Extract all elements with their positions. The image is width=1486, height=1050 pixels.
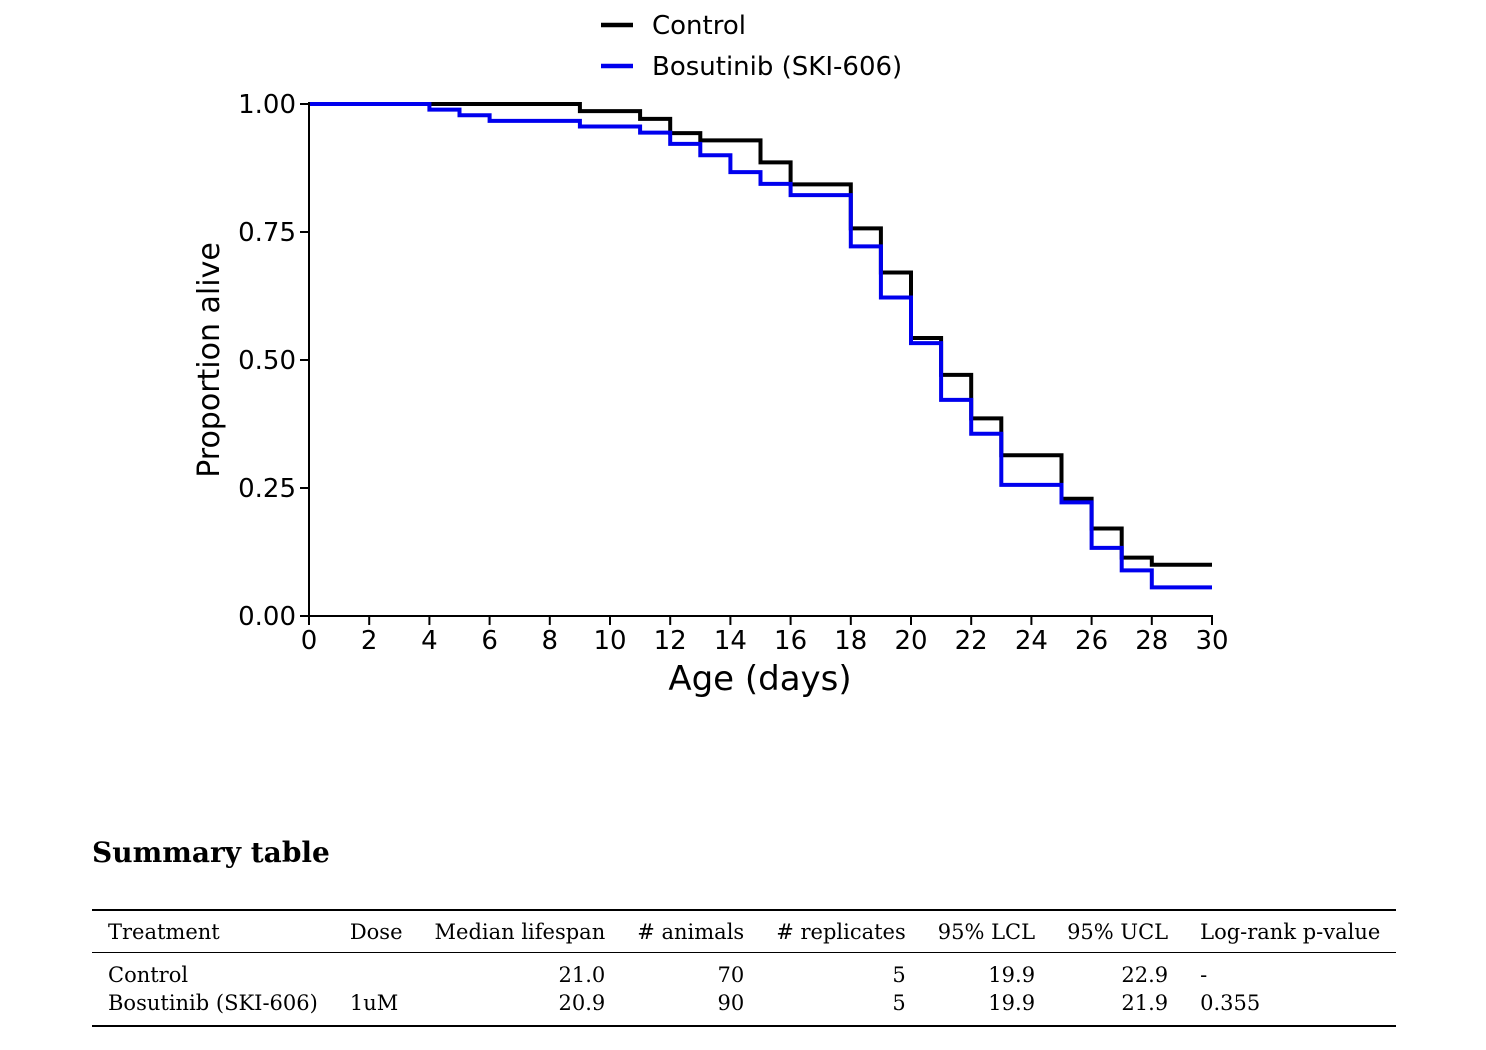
header-dose: Dose: [333, 910, 419, 953]
table-header-row: Treatment Dose Median lifespan # animals…: [92, 910, 1397, 953]
header-treatment: Treatment: [92, 910, 334, 953]
header-ucl: 95% UCL: [1051, 910, 1185, 953]
header-animals: # animals: [621, 910, 761, 953]
cell-lcl: 19.9: [988, 991, 1036, 1015]
cell-treatment: Bosutinib (SKI-606): [108, 991, 318, 1015]
summary-title: Summary table: [92, 836, 330, 869]
x-tick-label: 18: [834, 626, 867, 656]
x-tick-label: 6: [481, 626, 498, 656]
y-tick-label: 0.25: [238, 474, 296, 504]
x-tick-label: 0: [301, 626, 318, 656]
series-layer: [309, 102, 1212, 590]
x-tick-label: 8: [542, 626, 559, 656]
y-axis-ticks: 0.00 0.25 0.50 0.75 1.00: [238, 90, 309, 632]
table-row: Control 21.0 70 5 19.9 22.9 -: [92, 953, 1396, 990]
summary-table: Treatment Dose Median lifespan # animals…: [92, 909, 1397, 1027]
x-tick-label: 28: [1135, 626, 1168, 656]
x-tick-label: 30: [1195, 626, 1228, 656]
cell-logrank: 0.355: [1200, 991, 1261, 1015]
cell-logrank: -: [1200, 963, 1208, 987]
x-axis-title: Age (days): [668, 659, 851, 699]
x-tick-label: 12: [654, 626, 687, 656]
cell-replicates: 5: [892, 963, 906, 987]
x-tick-label: 10: [593, 626, 626, 656]
x-tick-label: 4: [421, 626, 438, 656]
x-tick-label: 14: [714, 626, 747, 656]
x-tick-label: 16: [774, 626, 807, 656]
x-axis-ticks: 0 2 4 6 8 10 12 14 16 18 20 22 24 26 28 30: [301, 616, 1229, 656]
x-tick-label: 26: [1075, 626, 1108, 656]
legend: Control Bosutinib (SKI-606): [601, 11, 902, 82]
header-lcl: 95% LCL: [921, 910, 1052, 953]
cell-median-lifespan: 20.9: [558, 991, 606, 1015]
header-logrank: Log-rank p-value: [1184, 910, 1397, 953]
x-tick-label: 20: [894, 626, 927, 656]
y-tick-label: 0.50: [238, 346, 296, 376]
y-tick-label: 0.75: [238, 218, 296, 248]
cell-ucl: 22.9: [1121, 963, 1169, 987]
series-line-bosutinib: [309, 102, 1212, 590]
cell-dose: 1uM: [349, 991, 399, 1015]
cell-dose: [334, 953, 419, 990]
x-tick-label: 22: [955, 626, 988, 656]
survival-chart: Control Bosutinib (SKI-606) 0.00 0.25 0.50…: [192, 11, 1229, 699]
y-axis-title: Proportion alive: [192, 242, 227, 478]
cell-ucl: 21.9: [1121, 991, 1169, 1015]
table-row: Bosutinib (SKI-606) 1uM 20.9 90 5 19.9 2…: [92, 989, 1396, 1026]
legend-label-bosutinib: Bosutinib (SKI-606): [652, 52, 902, 82]
cell-animals: 70: [717, 963, 745, 987]
legend-label-control: Control: [652, 11, 746, 41]
cell-treatment: Control: [108, 963, 189, 987]
cell-median-lifespan: 21.0: [558, 963, 606, 987]
header-replicates: # replicates: [760, 910, 922, 953]
y-tick-label: 0.00: [238, 602, 296, 632]
x-tick-label: 2: [361, 626, 378, 656]
cell-lcl: 19.9: [988, 963, 1036, 987]
header-median-lifespan: Median lifespan: [418, 910, 622, 953]
cell-replicates: 5: [892, 991, 906, 1015]
x-tick-label: 24: [1015, 626, 1048, 656]
y-tick-label: 1.00: [238, 90, 296, 120]
cell-animals: 90: [717, 991, 745, 1015]
